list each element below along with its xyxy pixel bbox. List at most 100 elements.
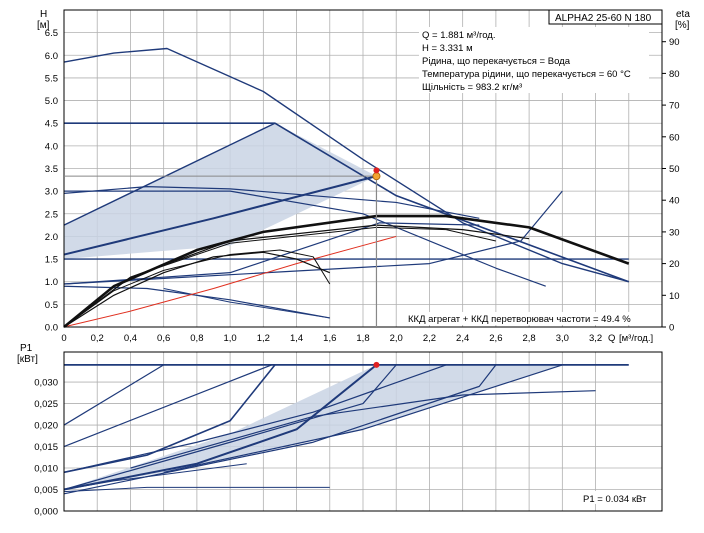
bottom-curve-3 [63,364,276,474]
p1-tick-label: 0,000 [34,507,58,518]
x-tick-label: 2,2 [423,333,436,344]
x-tick-label: 0,4 [124,333,137,344]
top-curve-1 [64,122,630,283]
x-tick-label: 1,8 [356,333,369,344]
bottom-curve-8 [130,390,596,469]
top-curve-8 [63,222,480,285]
top-curve-11 [67,235,397,327]
y-tick-label: 5.0 [45,96,58,107]
top-curve-13 [63,249,331,328]
eta-axis-title: eta [676,9,690,20]
y-tick-label: 2.0 [45,232,58,243]
top-axes: 0 0,2 0,4 0,6 0,8 1,0 1,2 1,4 1,6 1,8 2,0 2,2 2,4 2,6… [45,28,680,344]
x-tick-label: 0 [61,333,66,344]
eta-tick-label: 40 [669,196,680,207]
y-tick-label: 2.5 [45,209,58,220]
bottom-curves [63,363,629,495]
eta-tick-label: 50 [669,164,680,175]
info-line-head: H = 3.331 м [422,43,473,54]
p1-axis-title: P1 [20,343,33,354]
p1-tick-label: 0,010 [34,464,58,475]
y-tick-label: 0.0 [45,323,58,334]
eta-point-marker [373,167,380,174]
top-plot-frame [63,9,663,328]
p1-tick-label: 0,030 [34,378,58,389]
bottom-curve-10 [63,463,247,491]
y-tick-label: 5.5 [45,73,58,84]
top-curve-10 [163,288,330,319]
info-box-bg [419,27,649,93]
duty-point-markers [64,167,381,368]
h-axis-title: H [40,9,47,20]
p1-tick-label: 0,025 [34,399,58,410]
x-tick-label: 0,6 [157,333,170,344]
top-curve-4 [63,175,377,256]
top-curve-16 [63,226,496,328]
bottom-curve-5 [63,364,397,491]
x-tick-label: 2,4 [456,333,469,344]
eta-tick-label: 80 [669,69,680,80]
duty-point-marker [372,172,381,181]
y-tick-label: 1.0 [45,277,58,288]
y-tick-label: 4.0 [45,141,58,152]
power-point-marker [373,361,380,368]
bottom-axes: 0,000 0,005 0,010 0,015 0,020 0,025 0,030 [34,378,58,518]
top-curve-9 [63,285,330,319]
bottom-operating-region [64,364,563,490]
eta-tick-label: 60 [669,132,680,143]
x-tick-label: 1,2 [257,333,270,344]
p1-axis-unit: [кВт] [17,354,38,365]
y-tick-label: 3.0 [45,187,58,198]
q-axis-unit: [м³/год.] [619,333,653,344]
bottom-curve-4 [63,364,378,491]
chart-title: ALPHA2 25-60 N 180 [555,13,652,24]
y-tick-label: 3.5 [45,164,58,175]
eta-tick-label: 0 [669,323,674,334]
x-tick-label: 2,8 [523,333,536,344]
x-tick-label: 0,8 [190,333,203,344]
y-tick-label: 4.5 [45,119,58,130]
bottom-curve-11 [63,486,330,493]
power-operating-area [64,364,563,490]
q-axis-label: Q [608,333,615,344]
eta-tick-label: 10 [669,291,680,302]
bottom-plot-frame [63,351,663,512]
p1-tick-label: 0,005 [34,485,58,496]
efficiency-note: ККД агрегат + ККД перетворювач частоти =… [408,314,631,325]
y-tick-label: 0.5 [45,300,58,311]
p1-tick-label: 0,020 [34,421,58,432]
top-curve-12 [63,251,331,328]
power-note-bg [580,491,660,504]
info-line-temperature: Температура рідини, що перекачується = 6… [422,69,631,80]
info-line-flow: Q = 1.881 м³/год. [422,30,495,41]
chart-title-box [548,9,663,25]
bottom-curve-7 [163,364,563,473]
x-tick-label: 1,6 [323,333,336,344]
info-line-liquid: Рідина, що перекачується = Вода [422,56,571,67]
eta-tick-label: 90 [669,37,680,48]
x-tick-label: 2,6 [489,333,502,344]
top-curve-6 [63,190,563,285]
top-curve-0 [63,47,629,283]
eta-tick-label: 20 [669,259,680,270]
bottom-curve-6 [63,364,497,495]
power-note: P1 = 0.034 кВт [583,494,647,505]
x-tick-label: 3,0 [556,333,569,344]
bottom-curve-9 [63,364,447,473]
eta-tick-label: 70 [669,101,680,112]
bottom-curve-1 [63,364,164,426]
top-curves [63,47,630,329]
x-tick-label: 2,0 [390,333,403,344]
h-axis-unit: [м] [37,20,50,31]
top-curve-2 [64,190,546,287]
eta-tick-label: 30 [669,227,680,238]
eta-axis-unit: [%] [675,20,690,31]
y-tick-label: 6.0 [45,51,58,62]
efficiency-note-bg [404,312,660,325]
x-tick-label: 1,0 [224,333,237,344]
info-line-density: Щільність = 983.2 кг/м³ [422,82,522,93]
y-tick-label: 6.5 [45,28,58,39]
top-curve-14 [63,214,630,329]
